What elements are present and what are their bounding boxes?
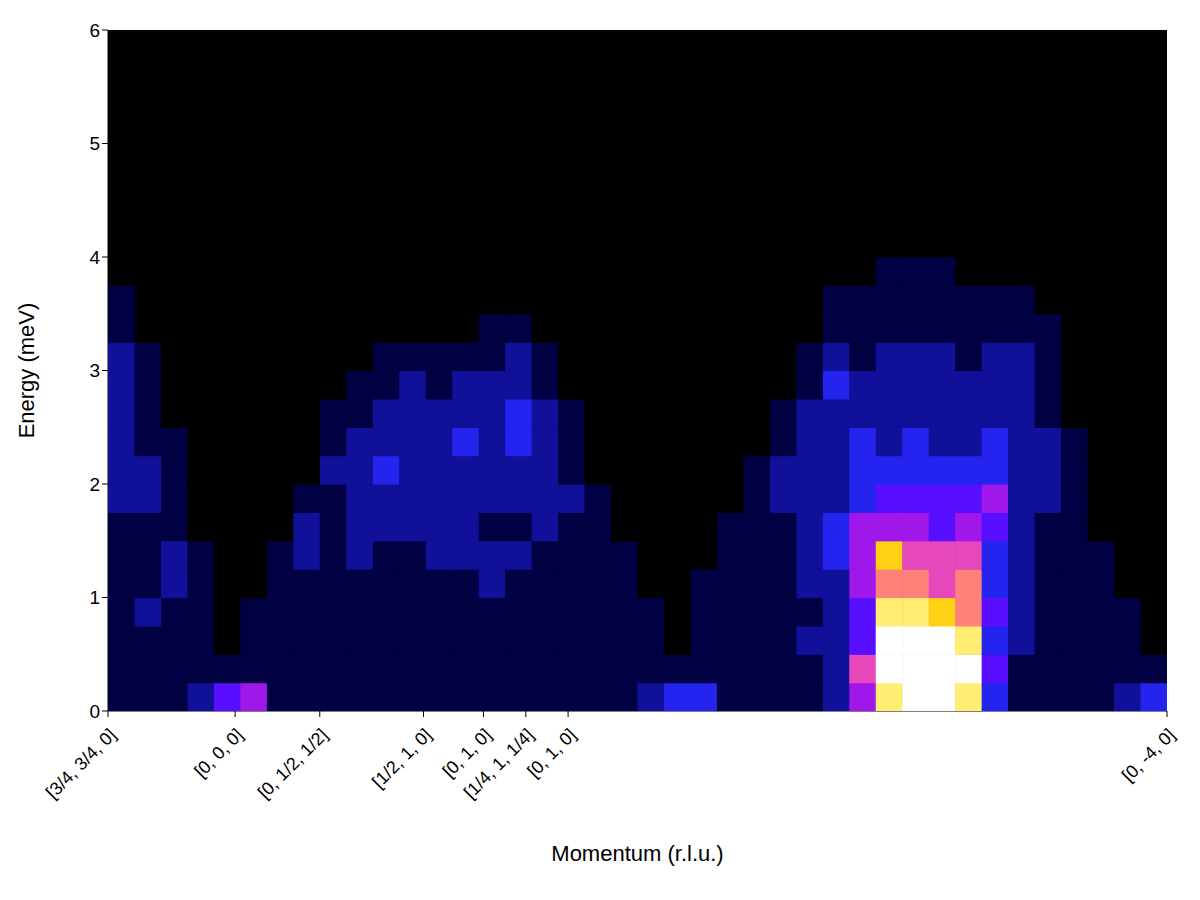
svg-text:2: 2: [89, 474, 100, 495]
svg-text:[0, 1, 0]: [0, 1, 0]: [438, 724, 496, 782]
svg-text:[1/4, 1, 1/4]: [1/4, 1, 1/4]: [459, 724, 538, 803]
svg-text:0: 0: [89, 701, 100, 722]
svg-text:[0, 1/2, 1/2]: [0, 1/2, 1/2]: [254, 725, 332, 803]
svg-text:3: 3: [89, 360, 100, 381]
svg-text:Energy (meV): Energy (meV): [14, 303, 39, 439]
svg-text:[0, 0, 0]: [0, 0, 0]: [190, 725, 247, 782]
svg-text:1: 1: [89, 587, 100, 608]
svg-text:[1/2, 1, 0]: [1/2, 1, 0]: [368, 725, 435, 792]
svg-text:5: 5: [89, 133, 100, 154]
svg-text:4: 4: [89, 247, 100, 268]
svg-text:[0, -4, 0]: [0, -4, 0]: [1118, 725, 1179, 786]
svg-text:[0, 1, 0]: [0, 1, 0]: [523, 725, 580, 782]
svg-text:Momentum (r.l.u.): Momentum (r.l.u.): [551, 841, 723, 866]
svg-text:[3/4, 3/4, 0]: [3/4, 3/4, 0]: [42, 725, 120, 803]
svg-text:6: 6: [89, 20, 100, 41]
